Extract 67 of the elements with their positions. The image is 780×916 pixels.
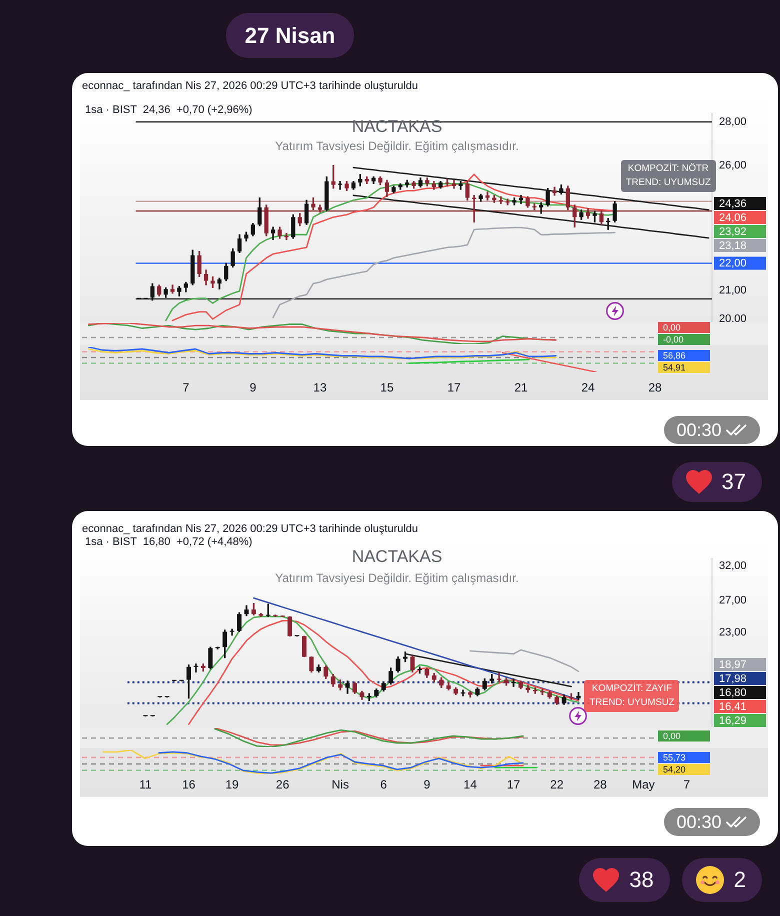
x-tick-label: 24 [581, 380, 596, 395]
x-tick-label: 14 [464, 778, 478, 792]
x-tick-label: 7 [182, 380, 190, 395]
x-tick-label: 19 [225, 778, 240, 792]
x-tick-label: 17 [447, 380, 461, 395]
text: 55,73 [663, 752, 686, 762]
x-tick-label: May [632, 778, 655, 792]
y-tick-label: 20,00 [719, 313, 747, 326]
chart-title: NACTAKAS [352, 547, 442, 566]
text: 00:30 [676, 420, 722, 440]
text: 18,97 [719, 659, 747, 672]
annotation: 1sa · BIST 24,36 +0,70 (+2,96%) [85, 104, 252, 116]
x-tick-label: 17 [506, 778, 521, 792]
candlestick [230, 628, 234, 636]
y-tick-label: 21,00 [719, 284, 747, 297]
candlestick [194, 663, 198, 673]
text: 2 [734, 867, 746, 893]
ref-line-label: 22,00 [719, 258, 747, 270]
x-tick-label: 6 [380, 778, 388, 792]
text: econnac_ tarafından Nis 27, 2026 00:29 UTC+3 tarihinde oluşturuldu [82, 80, 418, 92]
x-tick-label: 7 [683, 778, 690, 792]
text: 27 Nisan [244, 22, 336, 48]
text: 24,36 [719, 198, 747, 210]
annotation: KOMPOZİT: ZAYIF [592, 682, 672, 694]
x-tick-label: 21 [514, 380, 528, 395]
text: 23,92 [719, 226, 747, 238]
text: 16,41 [719, 701, 747, 714]
text: 38 [629, 867, 654, 893]
text: 37 [722, 469, 746, 495]
x-tick-label: 16 [182, 778, 196, 792]
text: 24,06 [719, 212, 747, 224]
text: 56,86 [663, 350, 686, 360]
x-tick-label: 22 [550, 778, 564, 792]
annotation: TREND: UYUMSUZ [626, 176, 711, 188]
text: 54,20 [663, 764, 686, 774]
text: 00:30 [676, 812, 722, 832]
x-tick-label: 13 [313, 380, 327, 395]
annotation: 0,00 [663, 322, 681, 332]
candlestick [338, 180, 342, 190]
chart-title: NACTAKAS [352, 117, 442, 136]
text: 54,91 [663, 362, 686, 372]
y-tick-label: 27,00 [719, 594, 747, 606]
text: 16,29 [719, 715, 747, 728]
x-tick-label: 11 [139, 778, 152, 792]
x-tick-label: 15 [380, 380, 394, 395]
text: -0,00 [663, 334, 684, 344]
y-tick-label: 32,00 [719, 560, 747, 572]
annotation: TREND: UYUMSUZ [589, 696, 674, 708]
x-tick-label: Nis [332, 778, 349, 792]
x-tick-label: 9 [424, 778, 431, 792]
text: econnac_ tarafından Nis 27, 2026 00:29 UTC+3 tarihinde oluşturuldu [82, 523, 418, 535]
text: 1sa · BIST 16,80 +0,72 (+4,48%) [85, 536, 252, 548]
x-tick-label: 26 [276, 778, 290, 792]
annotation: KOMPOZİT: NÖTR [628, 162, 709, 174]
x-tick-label: 9 [250, 380, 257, 395]
y-tick-label: 26,00 [719, 159, 747, 172]
text: 23,18 [719, 240, 747, 252]
text: Yatırım Tavsiyesi Değildir. Eğitim çalışmasıdır. [275, 139, 519, 153]
candlestick [511, 678, 516, 687]
text: 16,80 [719, 687, 747, 700]
ref-line-label: 17,98 [719, 673, 747, 686]
y-tick-label: 28,00 [719, 116, 747, 128]
text: 0,00 [663, 730, 681, 741]
y-tick-label: 23,00 [719, 626, 747, 639]
text: Yatırım Tavsiyesi Değildir. Eğitim çalışmasıdır. [275, 571, 519, 585]
x-tick-label: 28 [593, 778, 608, 792]
x-tick-label: 28 [648, 380, 662, 395]
